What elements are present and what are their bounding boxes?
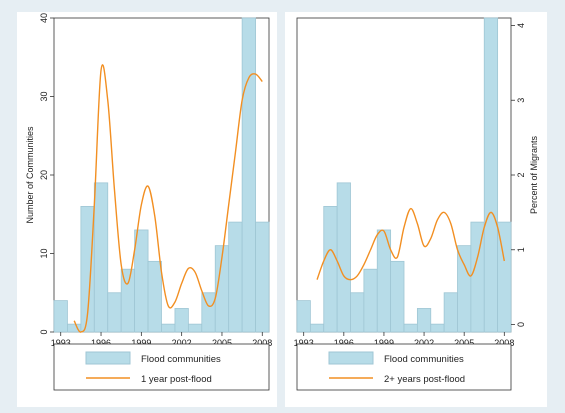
x-tick-label: 1993: [51, 338, 71, 348]
bar-2007: [241, 17, 256, 333]
x-tick-label: 2005: [212, 338, 232, 348]
y-tick-label: 10: [39, 248, 49, 258]
bar-1993: [296, 300, 311, 333]
bar-2006: [228, 221, 243, 333]
y-tick-label: 2: [516, 172, 526, 177]
y-tick-label: 30: [39, 91, 49, 101]
bar-1997: [350, 292, 365, 333]
bar-1998: [363, 268, 378, 333]
panel-1yr-legend: Flood communities 1 year post-flood: [53, 343, 270, 391]
bar-1995: [323, 205, 338, 333]
bar-2002: [416, 308, 432, 333]
bar-2007: [483, 17, 499, 333]
legend-line-label: 1 year post-flood: [141, 374, 212, 385]
x-tick-label: 1999: [374, 338, 394, 348]
legend-bar-label: Flood communities: [384, 354, 464, 365]
panel-2yr-y-axis-label: Percent of Migrants: [529, 135, 539, 214]
panel-1yr-x-axis: 1993 1996 1999 2002 2005 2008: [51, 332, 272, 348]
bar-2001: [161, 323, 176, 333]
panel-1yr-line: [73, 64, 263, 333]
x-tick-label: 2008: [252, 338, 272, 348]
panel-1yr-bars: [53, 17, 270, 333]
bar-2000: [390, 260, 405, 333]
bar-2004: [443, 292, 458, 333]
x-tick-label: 1999: [131, 338, 151, 348]
panel-1yr-y-axis-label: Number of Communities: [25, 126, 35, 224]
series-line: [316, 207, 505, 281]
y-tick-label: 0: [39, 329, 49, 334]
y-tick-label: 20: [39, 170, 49, 180]
bar-2003: [187, 323, 203, 333]
panel-2yr-y-axis: 0 1 2 3 4: [511, 23, 526, 327]
bar-2008: [255, 221, 270, 333]
bar-2004: [201, 292, 216, 333]
bar-2000: [147, 260, 162, 333]
bar-1993: [53, 300, 68, 333]
x-tick-label: 2002: [172, 338, 192, 348]
y-tick-label: 0: [516, 322, 526, 327]
panel-1yr-y-axis: 0 10 20 30 40: [39, 13, 54, 335]
series-line: [73, 64, 263, 333]
y-tick-label: 40: [39, 13, 49, 23]
x-tick-label: 1996: [91, 338, 111, 348]
x-tick-label: 2005: [454, 338, 474, 348]
bar-2001: [403, 323, 418, 333]
panel-2yr: 0 1 2 3 4 1993 1996 1999 2002 2005 2008 Percent o…: [285, 12, 547, 407]
bar-2002: [174, 308, 189, 333]
bar-1994: [309, 323, 325, 333]
legend-bar-swatch: [85, 351, 131, 365]
panel-2yr-line: [316, 207, 505, 281]
legend-line-label: 2+ years post-flood: [384, 374, 465, 385]
panel-2yr-x-axis: 1993 1996 1999 2002 2005 2008: [294, 332, 514, 348]
bar-1996: [336, 182, 351, 333]
x-tick-label: 1996: [334, 338, 354, 348]
bar-1996: [93, 182, 109, 333]
y-tick-label: 1: [516, 247, 526, 252]
legend-bar-label: Flood communities: [141, 354, 221, 365]
x-tick-label: 2002: [414, 338, 434, 348]
y-tick-label: 3: [516, 98, 526, 103]
panel-2yr-bars: [296, 17, 512, 333]
y-tick-label: 4: [516, 23, 526, 28]
panel-1yr-background: [17, 12, 277, 407]
bar-1997: [107, 292, 122, 333]
x-tick-label: 2008: [494, 338, 514, 348]
panel-1yr: 0 10 20 30 40 1993 1996 1999 2002 2005 2008 Numbe…: [17, 12, 277, 407]
bar-2003: [430, 323, 445, 333]
panel-2yr-legend: Flood communities 2+ years post-flood: [296, 343, 512, 391]
bar-1999: [134, 229, 149, 333]
x-tick-label: 1993: [294, 338, 314, 348]
bar-2005: [457, 245, 472, 333]
legend-bar-swatch: [328, 351, 374, 365]
